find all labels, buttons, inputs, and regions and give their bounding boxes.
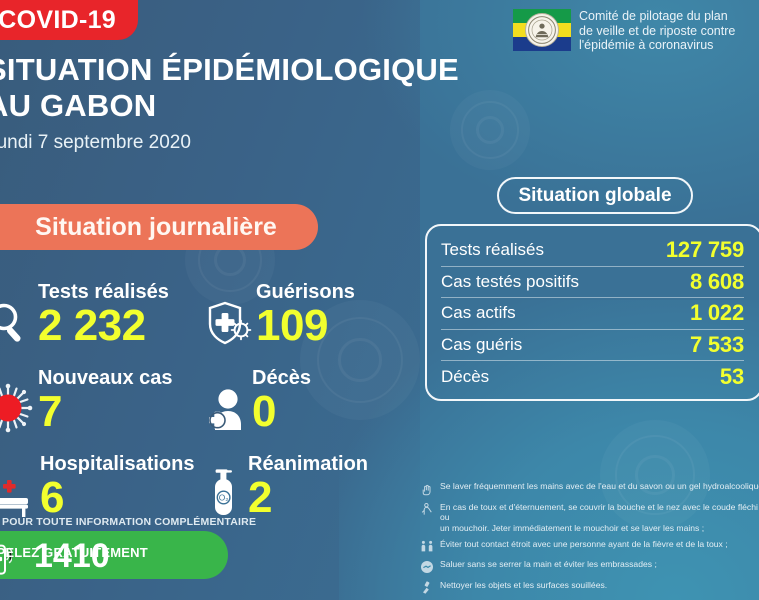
committee-line-2: de veille et de riposte contre (579, 23, 736, 38)
phone-health-icon (0, 543, 12, 577)
page-title-line2: AU GABON (0, 88, 157, 123)
tip-item: En cas de toux et d'éternuement, se couv… (419, 502, 759, 534)
committee-line-1: Comité de pilotage du plan (579, 9, 728, 23)
gabon-flag-icon (513, 9, 571, 51)
hotline-badge[interactable]: APPELEZ GRATUITEMENT 1410 (0, 531, 228, 579)
covid-19-badge: COVID-19 (0, 0, 138, 40)
stat-value: 2 (248, 473, 272, 522)
svg-text:O₂: O₂ (219, 493, 229, 503)
global-row-label: Cas actifs (441, 303, 516, 323)
virus-blob-decor (600, 420, 710, 530)
stat-label: Guérisons (256, 281, 355, 303)
daily-situation-label: Situation journalière (35, 212, 277, 241)
daily-stats-row: Tests réalisés 2 232 (0, 258, 402, 348)
daily-stats-grid: Tests réalisés 2 232 (0, 258, 402, 520)
global-situation-panel: Tests réalisés 127 759 Cas testés positi… (425, 224, 759, 401)
global-row-value: 8 608 (689, 268, 744, 294)
global-row-label: Tests réalisés (441, 240, 544, 260)
committee-line-3: l'épidémie à coronavirus (579, 38, 714, 52)
hotline-block: POUR TOUTE INFORMATION COMPLÉMENTAIRE AP… (0, 516, 257, 579)
virus-blob-decor (300, 300, 420, 420)
gabon-seal-icon (525, 13, 559, 47)
stat-deces: Décès 0 (204, 348, 402, 434)
prevention-tips-list: Se laver fréquemment les mains avec de l… (419, 481, 759, 600)
no-handshake-icon (419, 559, 434, 574)
stat-reanimation: O₂ Réanimation 2 (204, 434, 402, 520)
tip-text: Saluer sans se serrer la main et éviter … (440, 559, 657, 569)
hotline-info-text: POUR TOUTE INFORMATION COMPLÉMENTAIRE (2, 516, 257, 528)
global-situation-label: Situation globale (518, 184, 672, 206)
shield-virus-icon (204, 298, 252, 348)
committee-block: Comité de pilotage du plan de veille et … (513, 9, 759, 53)
hospital-bed-icon (0, 472, 36, 520)
virus-blob-decor (450, 90, 530, 170)
stat-hospitalisations: Hospitalisations 6 (0, 434, 204, 520)
tip-text: En cas de toux et d'éternuement, se couv… (440, 501, 758, 533)
global-row-value: 1 022 (689, 300, 744, 326)
global-row-label: Cas guéris (441, 334, 523, 354)
global-row: Cas testés positifs 8 608 (441, 267, 744, 298)
global-situation-header: Situation globale (497, 177, 693, 214)
stat-tests-realises: Tests réalisés 2 232 (0, 258, 204, 348)
stat-value: 0 (252, 387, 276, 436)
oxygen-tank-icon: O₂ (204, 466, 244, 520)
committee-text: Comité de pilotage du plan de veille et … (579, 9, 759, 53)
global-row-value: 53 (719, 363, 744, 389)
tip-text: Se laver fréquemment les mains avec de l… (440, 481, 759, 491)
tip-item: Nettoyer les objets et les surfaces soui… (419, 580, 759, 595)
tip-text: Nettoyer les objets et les surfaces soui… (440, 579, 608, 590)
global-row: Cas actifs 1 022 (441, 298, 744, 330)
stat-label: Nouveaux cas (38, 367, 173, 389)
report-date: Lundi 7 septembre 2020 (0, 132, 191, 153)
virus-icon (0, 382, 34, 434)
global-row: Cas guéris 7 533 (441, 330, 744, 361)
stat-value: 7 (38, 387, 62, 436)
daily-stats-row: Hospitalisations 6 O₂ Réanimation 2 (0, 434, 402, 520)
hotline-number: 1410 (34, 537, 110, 575)
stat-label: Décès (252, 367, 311, 389)
clean-surface-icon (419, 580, 434, 595)
stat-guerisons: Guérisons 109 (204, 258, 402, 348)
global-row-label: Décès (441, 366, 490, 386)
page-title: SITUATION ÉPIDÉMIOLOGIQUE AU GABON Lundi… (0, 52, 459, 156)
distance-icon (419, 539, 434, 554)
global-row-label: Cas testés positifs (441, 271, 579, 291)
global-row: Décès 53 (441, 361, 744, 393)
global-row: Tests réalisés 127 759 (441, 235, 744, 267)
daily-situation-header: Situation journalière (0, 204, 318, 250)
stat-value: 6 (40, 473, 64, 522)
wash-hands-icon (419, 481, 434, 496)
stat-label: Hospitalisations (40, 453, 195, 475)
global-row-value: 7 533 (689, 331, 744, 357)
hotline-call-text: APPELEZ GRATUITEMENT (0, 545, 148, 560)
stat-label: Réanimation (248, 453, 369, 475)
page-title-line1: SITUATION ÉPIDÉMIOLOGIQUE (0, 52, 459, 87)
global-row-value: 127 759 (665, 237, 744, 263)
tip-item: Saluer sans se serrer la main et éviter … (419, 559, 759, 574)
daily-stats-row: Nouveaux cas 7 Décès 0 (0, 348, 402, 434)
hotline-number-wrap: 1410 (34, 539, 110, 573)
cough-elbow-icon (419, 502, 434, 517)
stat-value: 2 232 (38, 301, 146, 350)
covid-19-badge-label: COVID-19 (0, 5, 116, 34)
person-death-icon (204, 386, 248, 434)
stat-nouveaux-cas: Nouveaux cas 7 (0, 348, 204, 434)
stat-label: Tests réalisés (38, 281, 169, 303)
stat-value: 109 (256, 301, 328, 350)
tip-item: Se laver fréquemment les mains avec de l… (419, 481, 759, 496)
magnifier-icon (0, 296, 34, 348)
tip-text: Éviter tout contact étroit avec une pers… (440, 538, 728, 549)
tip-item: Éviter tout contact étroit avec une pers… (419, 539, 759, 554)
